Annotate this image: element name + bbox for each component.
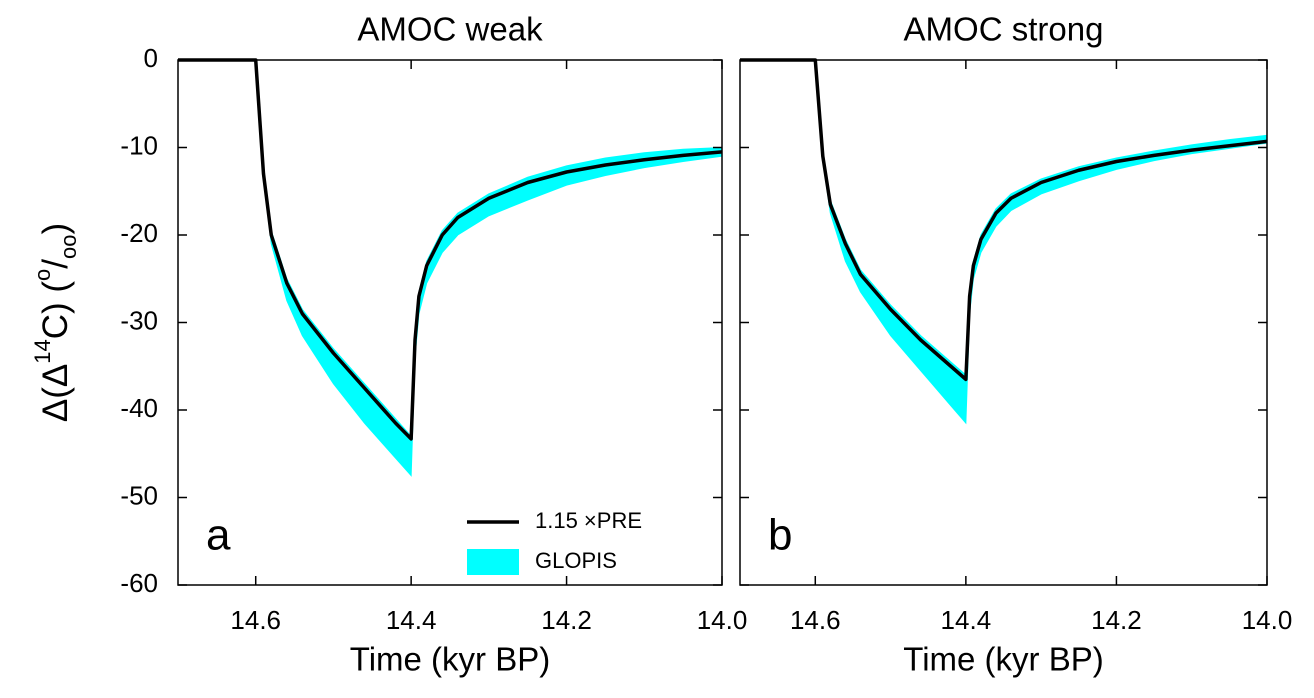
x-tick-label: 14.4 [941,605,992,635]
y-axis-label-part: oo [56,234,81,258]
y-axis-label-part: Δ(Δ [36,364,75,422]
x-tick-label: 14.0 [1242,605,1293,635]
y-tick-label: -40 [120,393,158,423]
y-tick-label: -10 [120,130,158,160]
y-tick-label: -60 [120,568,158,598]
y-axis-label-part: o [30,269,55,281]
y-axis-label-part: ) [36,223,75,235]
x-tick-label: 14.6 [790,605,841,635]
x-tick-label: 14.6 [230,605,281,635]
legend-label: GLOPIS [535,548,617,573]
y-tick-label: 0 [144,43,158,73]
panel-letter: b [768,511,792,560]
x-tick-label: 14.2 [541,605,592,635]
plot-frame [739,59,1268,586]
y-axis-label-part: / [36,259,75,269]
data-line [178,58,723,441]
y-axis-label-part: C) ( [36,281,75,340]
panel-title: AMOC weak [357,11,543,48]
y-axis-label: Δ(Δ14C) (o/oo) [30,223,81,422]
y-tick-label: -20 [120,218,158,248]
x-tick-label: 14.0 [697,605,748,635]
legend-label: 1.15 ×PRE [535,508,642,533]
x-tick-label: 14.4 [386,605,437,635]
y-tick-label: -30 [120,305,158,335]
panel-title: AMOC strong [904,11,1104,48]
x-tick-label: 14.2 [1091,605,1142,635]
legend-swatch [467,549,519,575]
x-axis-label: Time (kyr BP) [350,641,550,678]
panel-letter: a [206,511,231,560]
data-line [740,58,1268,382]
x-axis-label: Time (kyr BP) [903,641,1103,678]
y-tick-label: -50 [120,480,158,510]
y-axis-label-part: 14 [30,339,55,363]
